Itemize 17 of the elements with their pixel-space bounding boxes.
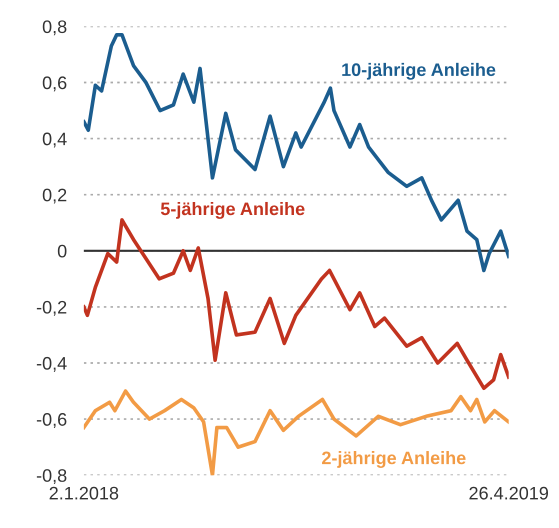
- x-tick-label: 26.4.2019: [469, 486, 548, 500]
- y-tick-label: -0,6: [36, 413, 66, 428]
- series-label: 2-jährige Anleihe: [322, 451, 466, 468]
- line-series: [84, 389, 509, 476]
- series-label: 10-jährige Anleihe: [342, 62, 496, 80]
- x-tick-label: 2.1.2018: [50, 486, 118, 500]
- y-tick-label: 0,6: [42, 76, 66, 92]
- y-tick-label: -0,4: [36, 356, 67, 372]
- y-tick-label: 0,8: [42, 20, 66, 36]
- y-tick-label: -0,2: [36, 300, 66, 316]
- line-series: [84, 33, 509, 272]
- y-tick-label: 0,4: [42, 132, 67, 148]
- line-series: [84, 218, 509, 390]
- y-tick-label: -0,8: [36, 469, 66, 484]
- y-tick-label: 0,2: [42, 188, 66, 204]
- series-label: 5-jährige Anleihe: [160, 202, 305, 219]
- y-tick-label: 0: [58, 244, 66, 258]
